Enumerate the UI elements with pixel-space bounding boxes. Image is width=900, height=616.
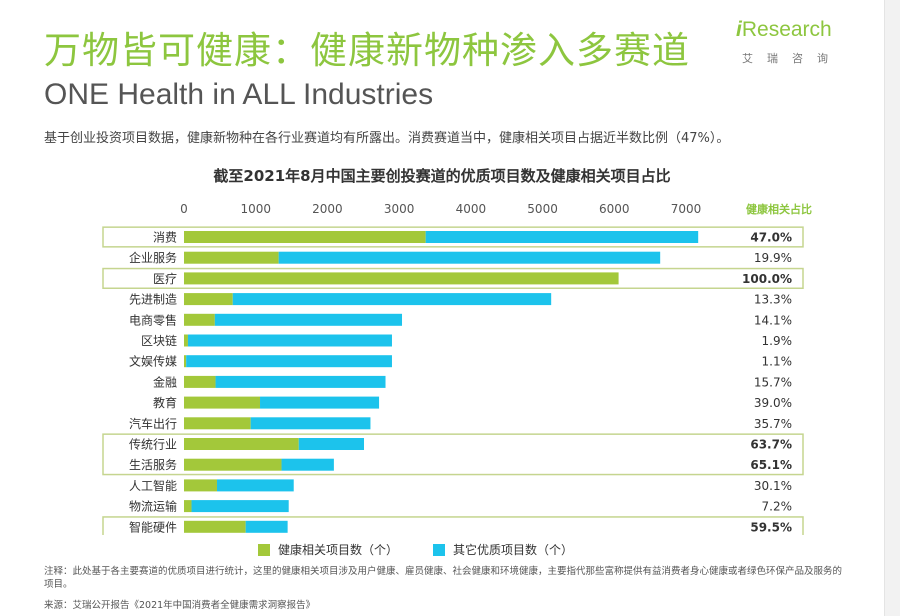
x-tick-label: 7000 (671, 202, 702, 216)
bar-other (425, 231, 699, 243)
bar-other (298, 438, 365, 450)
category-label: 消费 (153, 231, 177, 245)
ratio-label: 47.0% (750, 231, 792, 245)
bar-other (214, 313, 403, 326)
legend-label-health: 健康相关项目数（个） (278, 543, 399, 557)
legend-swatch-other (433, 543, 445, 556)
bar-health (184, 520, 246, 533)
ratio-label: 1.9% (762, 334, 793, 348)
ratio-label: 30.1% (754, 479, 792, 493)
bar-other (191, 500, 289, 513)
highlight-box (102, 516, 804, 535)
highlight-box (102, 226, 804, 248)
ratio-label: 15.7% (754, 375, 792, 389)
page-subtitle: ONE Health in ALL Industries (44, 78, 434, 111)
bar-other (250, 417, 371, 430)
bar-health (184, 251, 279, 264)
legend-item-other: 其它优质项目数（个） (433, 541, 573, 558)
bar-other (215, 375, 386, 388)
bar-other (186, 355, 392, 368)
chart-title: 截至2021年8月中国主要创投赛道的优质项目数及健康相关项目占比 (213, 167, 671, 185)
bar-health (184, 396, 261, 409)
ratio-label: 100.0% (742, 272, 792, 286)
highlight-box (102, 433, 804, 476)
page-title: 万物皆可健康：健康新物种渗入多赛道 (44, 29, 690, 72)
ratio-label: 39.0% (754, 396, 792, 410)
ratio-label: 1.1% (762, 355, 793, 369)
logo-rest: Research (741, 18, 832, 41)
bar-health (184, 334, 188, 347)
bar-health (184, 417, 251, 430)
category-label: 企业服务 (129, 250, 177, 265)
chart-source: 来源：艾瑞公开报告《2021年中国消费者全健康需求洞察报告》 (44, 600, 316, 611)
x-tick-label: 5000 (527, 202, 558, 216)
logo-prefix: i (736, 18, 742, 41)
x-tick-label: 3000 (384, 202, 415, 216)
bar-health (184, 500, 192, 513)
bar-health (184, 313, 215, 326)
ratio-label: 35.7% (754, 417, 792, 431)
bar-health (184, 231, 426, 243)
category-label: 先进制造 (129, 293, 177, 307)
ratio-label: 65.1% (750, 458, 792, 472)
ratio-label: 14.1% (754, 313, 792, 327)
bar-health (184, 458, 282, 471)
category-label: 电商零售 (129, 312, 177, 327)
logo-chinese: 艾瑞咨询 (742, 52, 842, 65)
x-tick-label: 2000 (312, 202, 343, 216)
category-label: 智能硬件 (129, 519, 177, 534)
bar-other (245, 520, 288, 533)
legend-swatch-health (258, 543, 270, 556)
bar-health (184, 293, 233, 306)
category-label: 教育 (153, 395, 177, 410)
x-tick-label: 0 (180, 202, 188, 216)
ratio-label: 7.2% (762, 500, 793, 514)
bar-other (232, 293, 552, 306)
ratio-label: 59.5% (750, 520, 792, 534)
logo-wordmark: iResearch (736, 18, 832, 42)
bar-health (184, 479, 217, 492)
category-label: 文娱传媒 (129, 354, 177, 369)
category-label: 医疗 (153, 272, 177, 286)
bar-other (260, 396, 380, 409)
bar-other (216, 479, 294, 492)
page-edge-strip (884, 0, 900, 616)
category-label: 汽车出行 (129, 416, 177, 431)
category-label: 传统行业 (129, 437, 177, 452)
bar-other (278, 251, 661, 264)
page-description: 基于创业投资项目数据，健康新物种在各行业赛道均有所露出。消费赛道当中，健康相关项… (44, 131, 730, 146)
bar-health (184, 272, 619, 285)
category-label: 区块链 (141, 333, 177, 348)
category-label: 金融 (153, 374, 177, 389)
bar-health (184, 355, 187, 368)
x-tick-label: 4000 (456, 202, 487, 216)
chart-notes: 注释：此处基于各主要赛道的优质项目进行统计，这里的健康相关项目涉及用户健康、雇员… (44, 566, 843, 590)
bar-other (281, 458, 334, 471)
x-tick-label: 6000 (599, 202, 630, 216)
x-tick-label: 1000 (240, 202, 271, 216)
ratio-label: 13.3% (754, 293, 792, 307)
highlight-box (102, 267, 804, 290)
bar-other (187, 334, 392, 347)
category-label: 人工智能 (129, 478, 177, 493)
ratio-label: 19.9% (754, 251, 792, 265)
ratio-label: 63.7% (750, 438, 792, 452)
category-label: 生活服务 (129, 457, 177, 472)
category-label: 物流运输 (129, 499, 177, 514)
bar-health (184, 438, 299, 450)
iresearch-logo: iResearch 艾瑞咨询 (736, 16, 846, 76)
legend-item-health: 健康相关项目数（个） (258, 541, 398, 558)
bar-health (184, 375, 216, 388)
ratio-column-header: 健康相关占比 (746, 202, 812, 216)
legend-label-other: 其它优质项目数（个） (453, 543, 574, 557)
